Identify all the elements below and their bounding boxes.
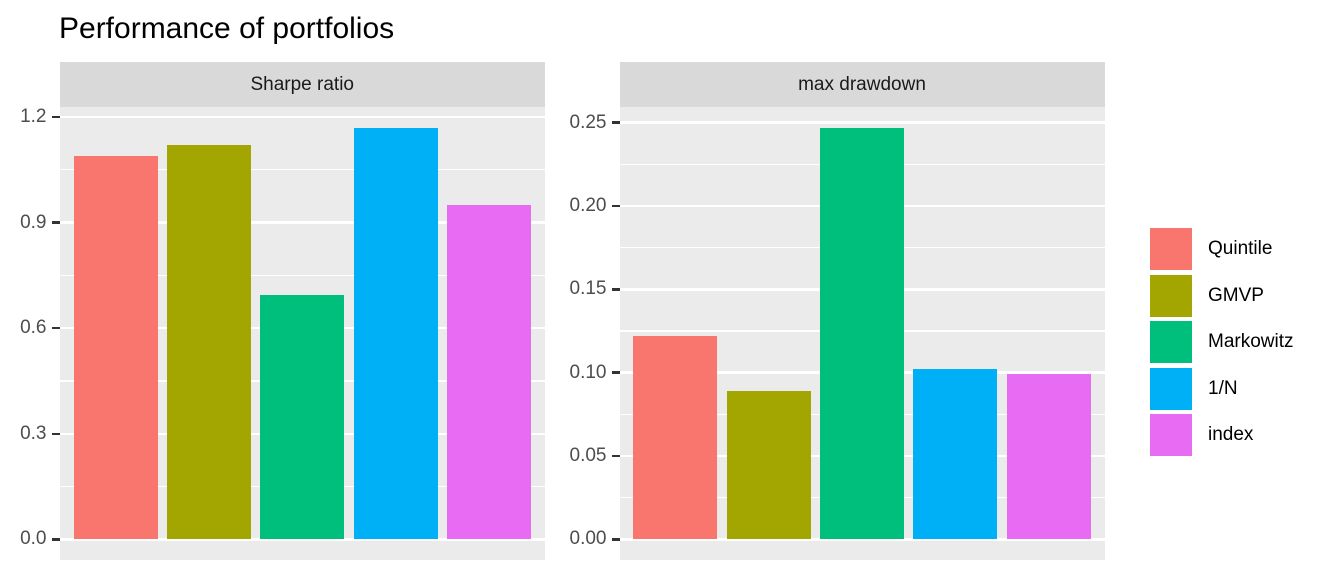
bar-markowitz xyxy=(820,127,904,540)
facet-strip-label: max drawdown xyxy=(798,73,926,95)
legend-entry-quintile: Quintile xyxy=(1150,228,1294,270)
bar-index xyxy=(446,205,531,540)
bar-markowitz xyxy=(260,294,345,540)
bar-quintile xyxy=(73,155,158,540)
y-axis-tick xyxy=(611,371,620,374)
bar-gmvp xyxy=(166,145,251,540)
legend: Quintile GMVP Markowitz 1/N index xyxy=(1150,228,1294,456)
y-axis-tick xyxy=(611,454,620,458)
bar-index xyxy=(1006,374,1091,540)
legend-label: GMVP xyxy=(1208,284,1264,306)
legend-entry-1-n: 1/N xyxy=(1150,367,1294,410)
y-axis-tick xyxy=(611,121,620,124)
y-axis-tick xyxy=(51,432,60,436)
legend-entry-gmvp: GMVP xyxy=(1150,274,1294,317)
y-axis-tick xyxy=(611,204,620,208)
y-tick-label: 1.2 xyxy=(20,106,47,128)
legend-entry-markowitz: Markowitz xyxy=(1150,321,1294,363)
y-tick-label: 0.9 xyxy=(20,211,47,233)
panel-max-drawdown xyxy=(619,107,1105,560)
bar-1-n xyxy=(353,127,438,540)
gridline-major xyxy=(59,115,545,119)
gridline-major xyxy=(619,538,1105,541)
y-tick-label: 0.10 xyxy=(569,361,607,383)
gridline-major xyxy=(619,121,1105,124)
panel-sharpe-ratio xyxy=(59,107,545,560)
legend-key-gmvp xyxy=(1150,274,1192,317)
y-axis-tick xyxy=(51,538,60,541)
y-tick-label: 0.25 xyxy=(569,111,607,133)
y-axis-tick xyxy=(51,115,60,119)
legend-label: Markowitz xyxy=(1208,331,1294,352)
y-tick-label: 0.00 xyxy=(569,528,607,550)
legend-label: index xyxy=(1208,424,1254,445)
gridline-minor xyxy=(59,274,545,276)
y-axis-tick xyxy=(611,288,620,291)
bar-1-n xyxy=(913,369,998,540)
legend-key-markowitz xyxy=(1150,321,1192,363)
y-tick-label: 0.20 xyxy=(569,194,607,216)
y-tick-label: 0.05 xyxy=(569,445,607,467)
chart-title: Performance of portfolios xyxy=(59,12,395,45)
y-tick-label: 0.6 xyxy=(20,317,47,339)
gridline-minor xyxy=(59,169,545,171)
bar-gmvp xyxy=(726,391,811,540)
legend-key-1-n xyxy=(1150,367,1192,410)
legend-key-index xyxy=(1150,414,1192,456)
legend-label: 1/N xyxy=(1208,377,1238,399)
facet-strip-sharpe-ratio: Sharpe ratio xyxy=(59,62,545,107)
facet-strip-max-drawdown: max drawdown xyxy=(619,62,1105,107)
legend-label: Quintile xyxy=(1208,238,1273,259)
y-tick-label: 0.3 xyxy=(20,422,47,444)
y-tick-label: 0.15 xyxy=(569,278,607,300)
y-tick-label: 0.0 xyxy=(20,528,47,550)
legend-entry-index: index xyxy=(1150,414,1294,456)
gridline-major xyxy=(59,221,545,224)
y-axis-tick xyxy=(611,538,620,541)
y-axis-tick xyxy=(51,221,60,224)
facet-strip-label: Sharpe ratio xyxy=(250,73,354,95)
legend-key-quintile xyxy=(1150,228,1192,270)
y-axis-tick xyxy=(51,326,60,330)
bar-quintile xyxy=(633,336,718,540)
